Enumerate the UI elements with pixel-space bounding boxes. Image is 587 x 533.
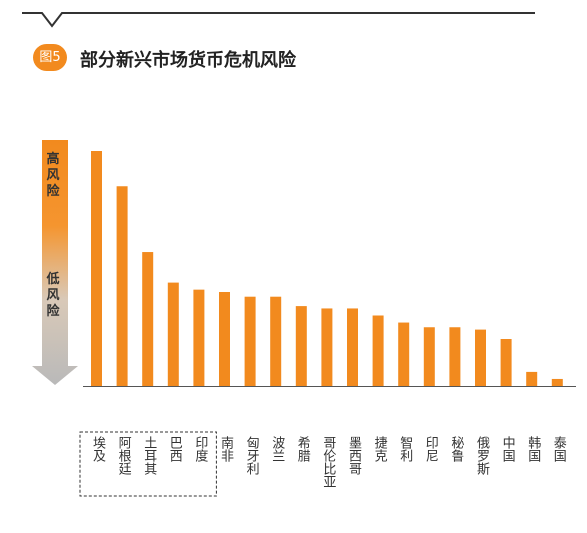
bar-0	[91, 151, 102, 386]
x-tick-label: 阿根廷	[116, 436, 132, 476]
figure-number-badge: 图5	[33, 44, 67, 71]
x-tick-label: 墨西哥	[346, 436, 362, 475]
bar-14	[449, 327, 461, 386]
x-tick-label: 希腊	[295, 436, 311, 463]
bar-17	[526, 371, 538, 386]
x-tick-label: 波兰	[269, 436, 285, 462]
bar-7	[270, 296, 282, 386]
x-tick-label: 巴西	[167, 436, 183, 462]
bar-18	[551, 378, 563, 386]
x-tick-label: 智利	[397, 436, 413, 462]
bar-10	[347, 308, 358, 386]
x-tick-label: 印度	[192, 436, 208, 462]
bar-1	[116, 186, 128, 386]
x-tick-label: 哥伦比亚	[320, 436, 336, 488]
x-tick-label: 匈牙利	[244, 436, 260, 475]
bar-8	[295, 306, 307, 386]
x-tick-label: 埃及	[90, 436, 106, 462]
x-tick-label: 土耳其	[141, 436, 157, 475]
bar-11	[372, 315, 384, 386]
chart-title: 部分新兴市场货币危机风险	[80, 50, 296, 71]
x-tick-label: 韩国	[525, 436, 541, 462]
x-tick-label: 泰国	[551, 436, 567, 462]
low-risk-label: 低风险	[46, 272, 60, 319]
bar-12	[398, 322, 410, 386]
bar-13	[423, 327, 435, 386]
bar-4	[193, 289, 205, 386]
bar-9	[321, 308, 333, 386]
x-tick-label: 秘鲁	[448, 436, 464, 463]
risk-scale-arrow	[32, 140, 78, 385]
bar-15	[475, 329, 486, 386]
high-risk-label: 高风险	[46, 152, 60, 199]
header-rule	[22, 12, 535, 28]
x-tick-label: 南非	[218, 435, 234, 462]
bar-2	[142, 252, 154, 386]
x-tick-label: 中国	[500, 436, 515, 462]
x-tick-label: 俄罗斯	[474, 436, 490, 476]
x-tick-label: 印尼	[423, 436, 439, 462]
bar-5	[219, 292, 230, 386]
bar-16	[500, 339, 512, 386]
x-tick-label: 捷克	[372, 436, 388, 463]
bar-3	[167, 282, 179, 386]
bar-6	[244, 296, 256, 386]
